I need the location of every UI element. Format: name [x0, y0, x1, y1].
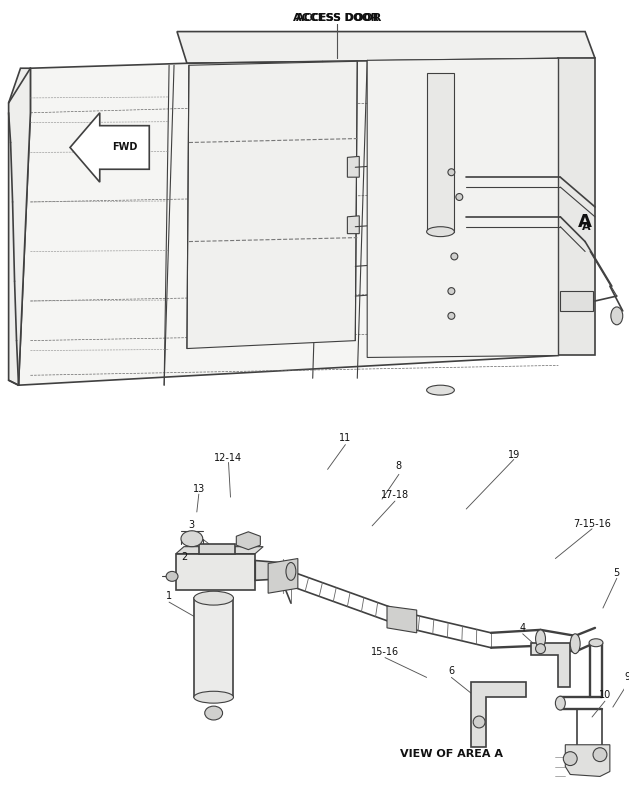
Circle shape: [535, 644, 545, 654]
Polygon shape: [268, 559, 298, 593]
Polygon shape: [9, 68, 30, 385]
Text: 15-16: 15-16: [371, 646, 399, 657]
Circle shape: [564, 752, 577, 766]
Polygon shape: [18, 58, 559, 385]
Text: 1: 1: [166, 591, 172, 601]
Text: 12-14: 12-14: [214, 453, 243, 462]
Ellipse shape: [205, 706, 223, 720]
Polygon shape: [199, 543, 235, 554]
Polygon shape: [565, 744, 610, 776]
Polygon shape: [176, 554, 255, 590]
Circle shape: [456, 194, 463, 200]
Text: 3: 3: [189, 520, 195, 530]
Ellipse shape: [426, 385, 454, 395]
Polygon shape: [194, 599, 233, 697]
Circle shape: [593, 748, 607, 762]
Circle shape: [448, 288, 455, 294]
Text: 13: 13: [192, 484, 205, 494]
Polygon shape: [176, 547, 263, 554]
Text: 11: 11: [339, 433, 352, 443]
Text: 6: 6: [448, 667, 454, 676]
Text: 10: 10: [599, 690, 611, 700]
Circle shape: [451, 253, 458, 260]
Polygon shape: [347, 216, 359, 234]
Polygon shape: [70, 113, 149, 182]
Ellipse shape: [194, 691, 233, 703]
Polygon shape: [347, 157, 359, 177]
Ellipse shape: [426, 227, 454, 237]
Ellipse shape: [286, 563, 296, 581]
Bar: [426, 73, 454, 232]
Text: A: A: [582, 221, 591, 232]
Polygon shape: [531, 643, 571, 687]
Text: VIEW OF AREA A: VIEW OF AREA A: [400, 749, 503, 758]
Polygon shape: [255, 560, 291, 581]
Polygon shape: [559, 58, 595, 355]
Ellipse shape: [166, 572, 178, 581]
Ellipse shape: [535, 630, 545, 648]
Ellipse shape: [194, 591, 233, 605]
Polygon shape: [237, 532, 260, 550]
Text: 9: 9: [625, 672, 629, 682]
Text: 5: 5: [614, 569, 620, 578]
Text: 8: 8: [396, 461, 402, 471]
Text: ACCESS DOOR: ACCESS DOOR: [296, 13, 379, 23]
Text: 7-15-16: 7-15-16: [573, 519, 611, 529]
Text: 19: 19: [508, 449, 520, 460]
Circle shape: [473, 716, 485, 728]
Ellipse shape: [571, 634, 580, 654]
Polygon shape: [560, 291, 593, 311]
Circle shape: [448, 169, 455, 176]
Text: A: A: [578, 212, 592, 231]
Ellipse shape: [555, 696, 565, 710]
Polygon shape: [187, 62, 357, 349]
Circle shape: [448, 312, 455, 320]
Ellipse shape: [589, 639, 603, 646]
Polygon shape: [177, 32, 595, 63]
Text: FWD: FWD: [112, 143, 137, 152]
Text: 4: 4: [520, 623, 526, 633]
Polygon shape: [471, 682, 526, 747]
Text: ACCESS DOOR: ACCESS DOOR: [293, 13, 382, 23]
Polygon shape: [367, 58, 559, 358]
Ellipse shape: [611, 307, 623, 324]
Polygon shape: [387, 606, 417, 633]
Text: 2: 2: [181, 551, 187, 561]
Text: 17-18: 17-18: [381, 490, 409, 500]
Ellipse shape: [181, 531, 203, 547]
